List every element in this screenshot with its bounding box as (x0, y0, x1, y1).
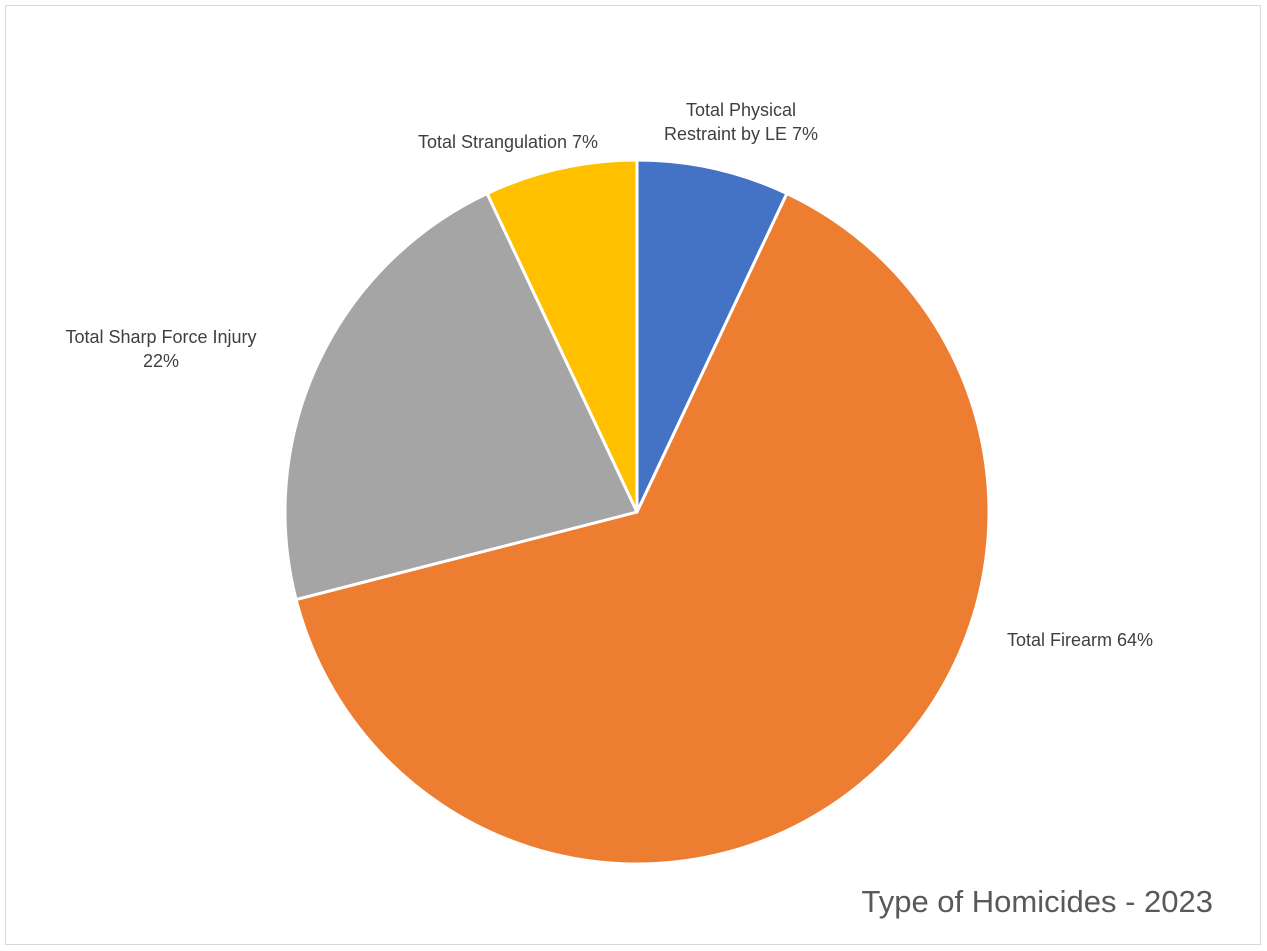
data-labels: Total Physical Restraint by LE 7% Total Fi… (65, 100, 1153, 650)
data-label-sharp-force-injury: Total Sharp Force Injury 22% (65, 327, 256, 371)
data-label-strangulation: Total Strangulation 7% (418, 132, 598, 152)
pie-slice-strangulation (485, 158, 639, 514)
data-label-firearm: Total Firearm 64% (1007, 630, 1153, 650)
pie-slices (283, 158, 991, 866)
pie-slice-firearm (294, 192, 991, 866)
pie-slice-physical-restraint (635, 158, 789, 514)
pie-slice-sharp-force-injury (283, 192, 639, 602)
chart-title: Type of Homicides - 2023 (861, 884, 1213, 919)
data-label-physical-restraint: Total Physical Restraint by LE 7% (664, 100, 818, 144)
